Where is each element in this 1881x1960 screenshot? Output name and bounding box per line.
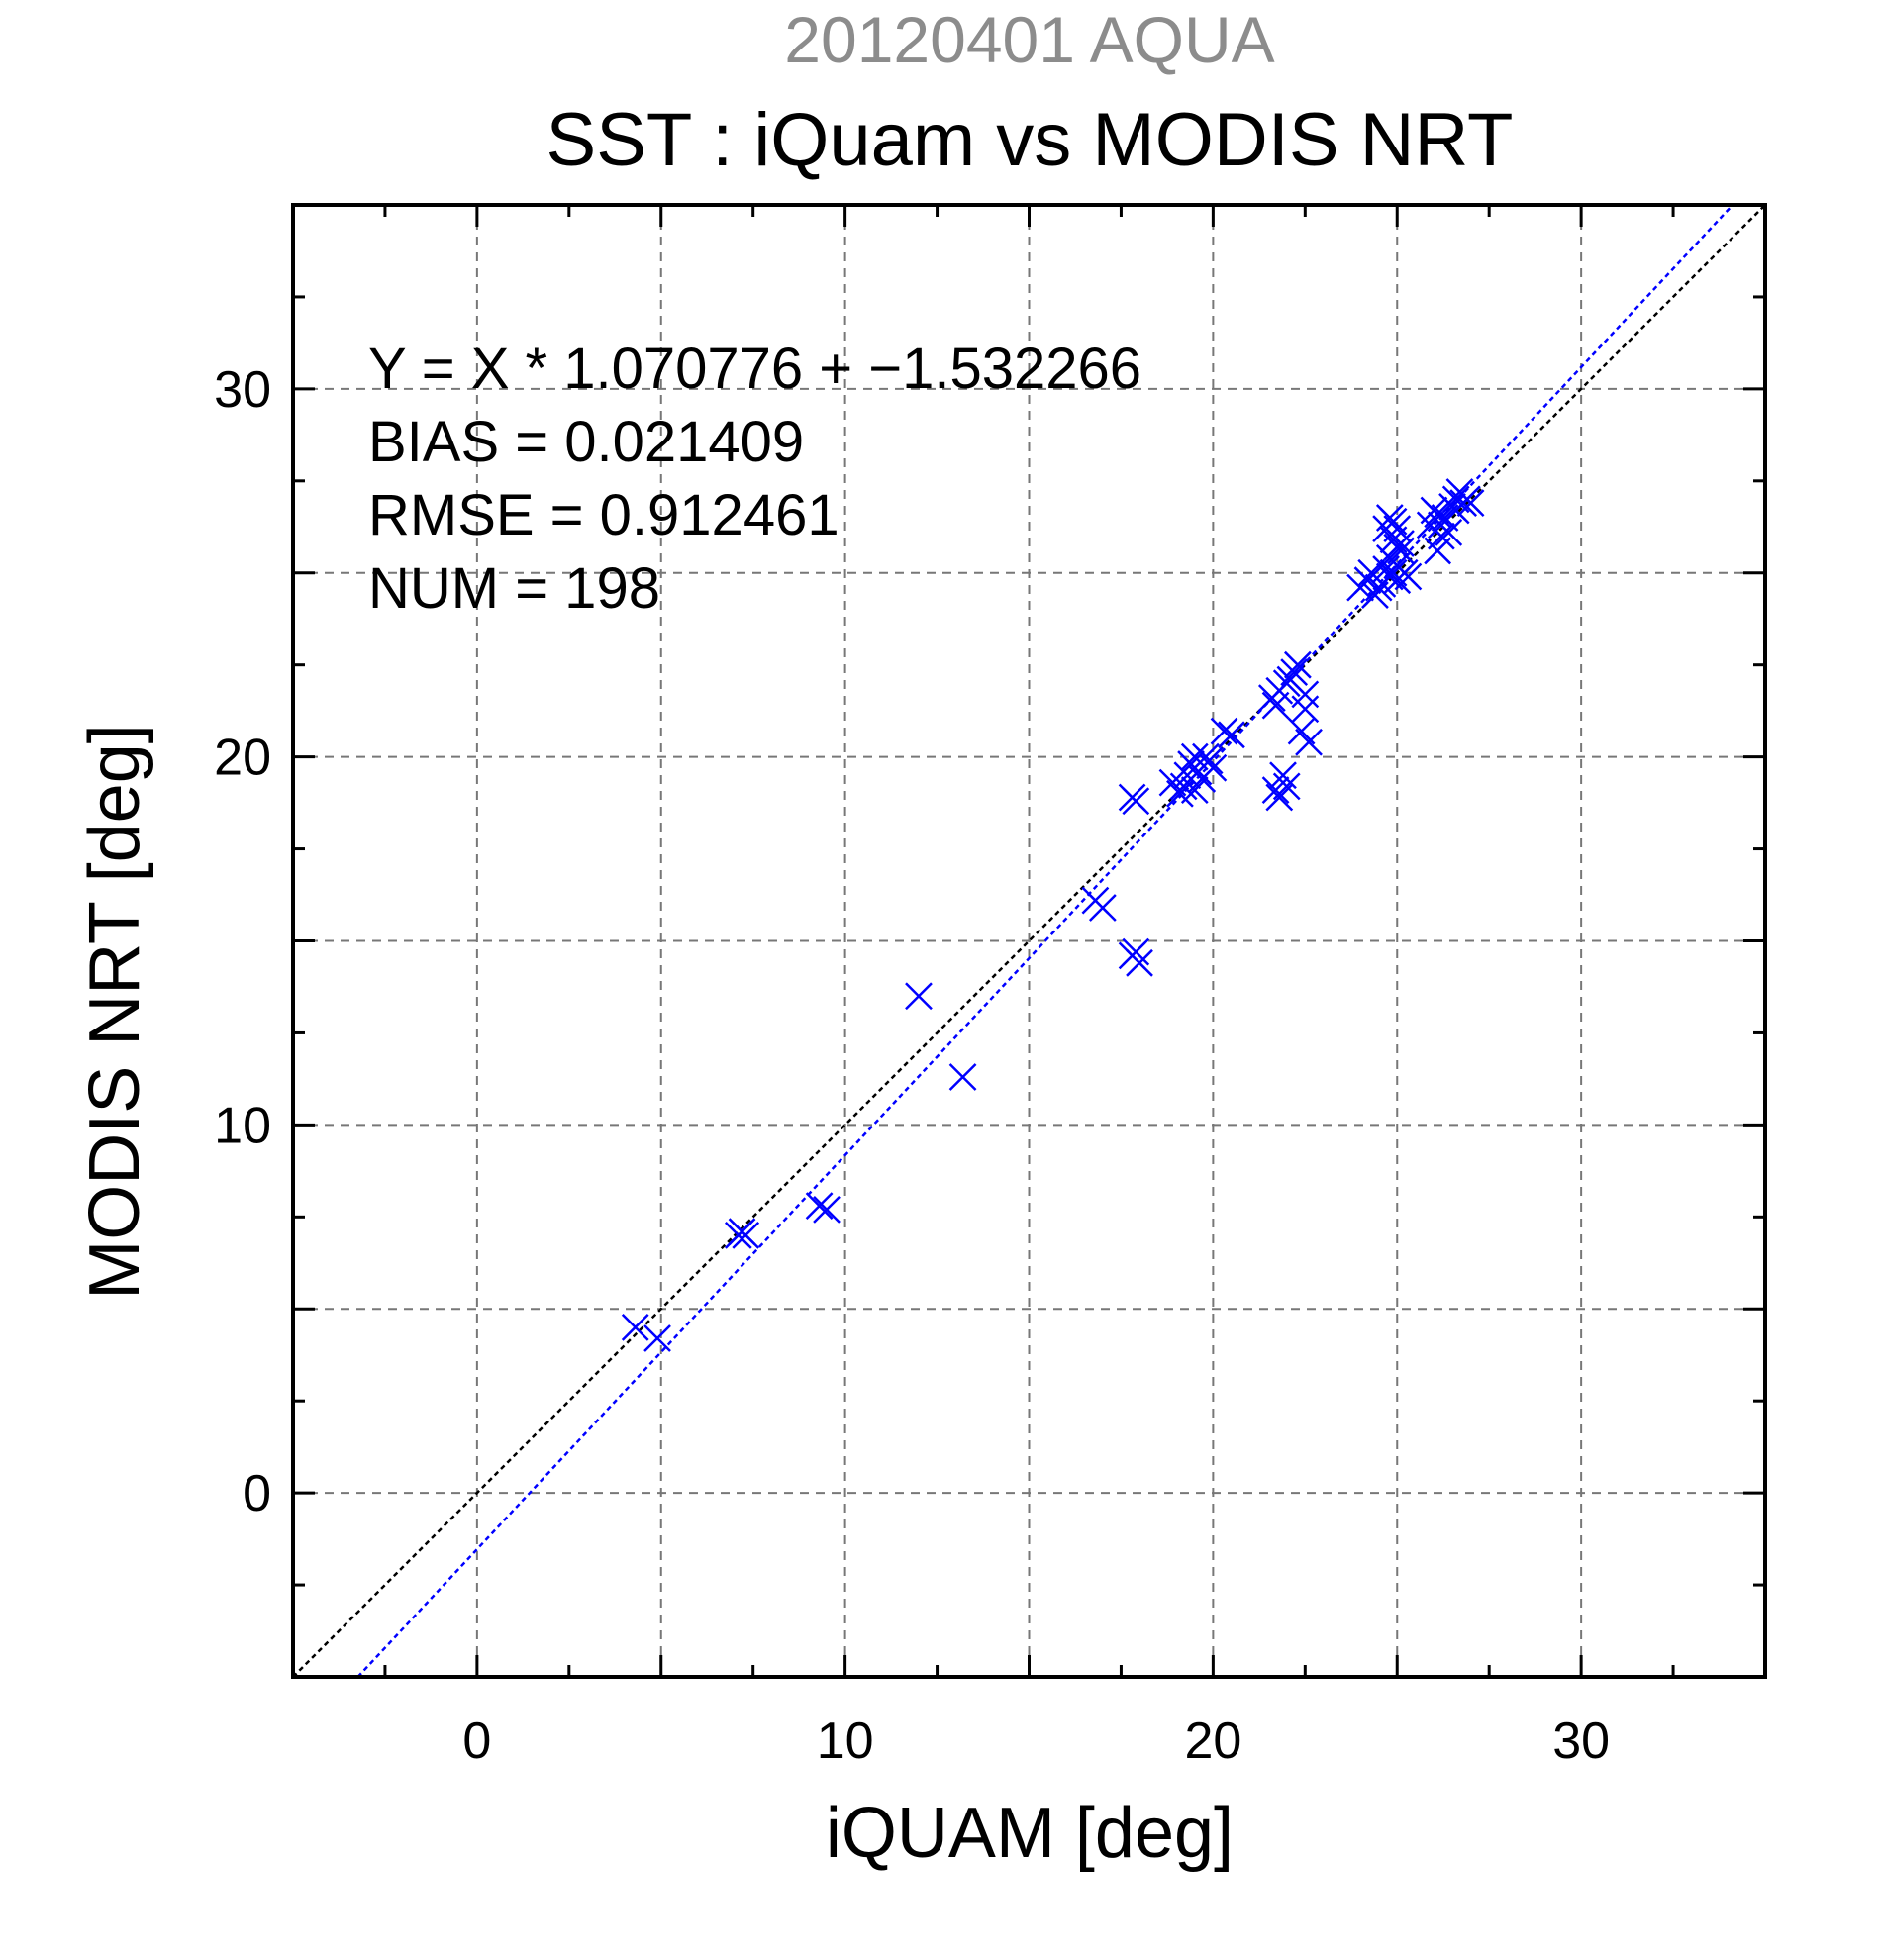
- data-point: [1122, 937, 1150, 966]
- data-point: [813, 1195, 841, 1224]
- x-tick-label: 0: [462, 1713, 491, 1770]
- data-point: [1118, 783, 1146, 812]
- data-point: [1199, 753, 1228, 782]
- data-point: [1088, 894, 1117, 922]
- x-tick-label: 20: [1184, 1713, 1241, 1770]
- x-axis-label: iQUAM [deg]: [826, 1794, 1234, 1873]
- rmse-value: RMSE = 0.912461: [368, 483, 840, 547]
- data-point: [732, 1222, 760, 1249]
- data-point: [1265, 783, 1294, 812]
- stats-box: Y = X * 1.070776 + −1.532266 BIAS = 0.02…: [368, 337, 1141, 621]
- data-point: [1291, 695, 1320, 724]
- chart-supertitle: 20120401 AQUA: [784, 3, 1274, 76]
- data-point: [1291, 680, 1320, 709]
- data-point: [1387, 530, 1415, 557]
- data-point: [1456, 489, 1485, 518]
- data-point: [1427, 522, 1455, 550]
- data-point: [1280, 658, 1309, 687]
- chart-title: SST : iQuam vs MODIS NRT: [546, 98, 1514, 182]
- num-value: NUM = 198: [368, 556, 660, 621]
- x-tick-label: 10: [817, 1713, 874, 1770]
- data-points: [621, 478, 1485, 1352]
- data-point: [805, 1192, 834, 1221]
- data-point: [644, 1324, 671, 1352]
- data-point: [621, 1313, 649, 1341]
- grid-layer: [293, 205, 1765, 1677]
- data-point: [1210, 717, 1238, 745]
- data-point: [1295, 728, 1323, 756]
- bias-value: BIAS = 0.021409: [368, 410, 804, 474]
- y-tick-label: 30: [214, 361, 271, 419]
- data-point: [1269, 761, 1297, 790]
- y-tick-label: 0: [243, 1465, 271, 1522]
- data-point: [1169, 772, 1198, 801]
- x-tick-label: 30: [1552, 1713, 1610, 1770]
- data-point: [1261, 691, 1290, 720]
- data-point: [1180, 742, 1209, 771]
- data-point: [1435, 518, 1463, 546]
- regression-line: [356, 204, 1734, 1678]
- regression-equation: Y = X * 1.070776 + −1.532266: [368, 337, 1141, 401]
- data-point: [1283, 650, 1312, 679]
- data-point: [905, 982, 933, 1011]
- data-point: [1379, 526, 1408, 554]
- data-point: [948, 1063, 977, 1091]
- plot-frame: [291, 203, 1767, 1679]
- tick-labels: 0 10 20 30 0 10 20 30: [214, 361, 1610, 1770]
- data-point: [1126, 948, 1153, 977]
- y-axis-label: MODIS NRT [deg]: [75, 724, 154, 1300]
- data-point: [1261, 776, 1290, 804]
- data-point: [1218, 721, 1245, 749]
- y-tick-label: 20: [214, 730, 271, 787]
- reference-lines: [292, 204, 1766, 1678]
- y-tick-label: 10: [214, 1097, 271, 1154]
- data-point: [1441, 496, 1470, 525]
